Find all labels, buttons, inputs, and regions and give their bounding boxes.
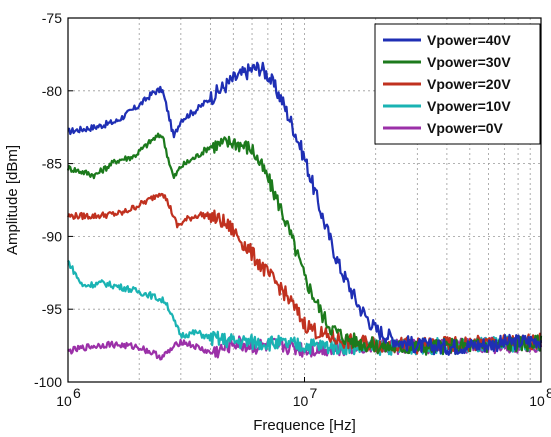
y-axis-label: Amplitude [dBm] [4, 145, 21, 255]
series-line-vpower-30v [66, 132, 543, 356]
x-tick-exponent: 6 [73, 385, 81, 401]
y-tick-label: -100 [34, 374, 62, 390]
x-axis-label: Frequence [Hz] [253, 417, 356, 434]
series-line-vpower-40v [67, 61, 543, 356]
y-tick-label: -80 [42, 83, 62, 99]
legend-entry-label: Vpower=10V [427, 98, 511, 114]
y-tick-label: -75 [42, 10, 62, 26]
legend-entry-label: Vpower=0V [427, 120, 504, 136]
plot-area [66, 61, 543, 361]
legend-entry-label: Vpower=20V [427, 76, 511, 92]
legend-entry-label: Vpower=30V [427, 54, 511, 70]
legend: Vpower=40V Vpower=30V Vpower=20V Vpower=10V… [374, 23, 541, 145]
y-tick-label: -85 [42, 156, 62, 172]
x-tick-exponent: 8 [546, 385, 551, 401]
x-tick-exponent: 7 [310, 385, 318, 401]
legend-entry-label: Vpower=40V [427, 32, 511, 48]
x-tick-label: 10 [56, 393, 72, 409]
x-tick-label: 10 [293, 393, 309, 409]
y-tick-label: -90 [42, 228, 62, 244]
x-tick-label: 10 [529, 393, 545, 409]
y-tick-label: -95 [42, 301, 62, 317]
